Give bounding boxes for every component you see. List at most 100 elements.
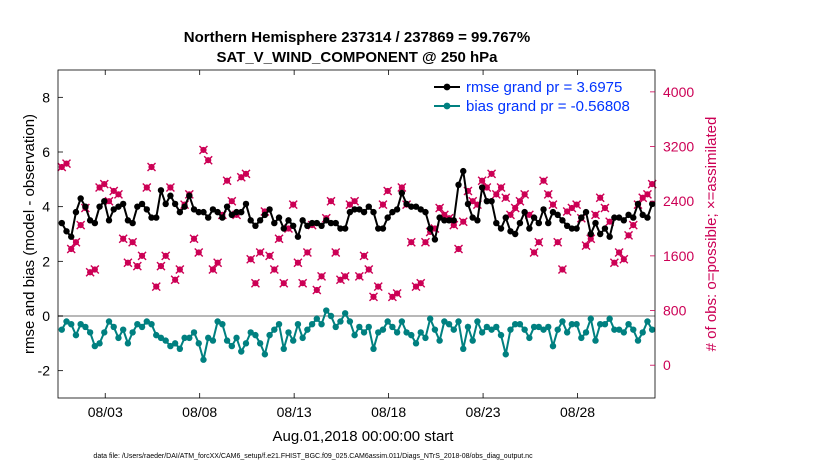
obs-count-marker xyxy=(406,237,416,247)
obs-count-cross xyxy=(222,176,232,186)
series-1-point xyxy=(526,334,533,342)
series-1-point xyxy=(582,329,590,336)
obs-count-marker xyxy=(553,237,563,247)
obs-count-cross xyxy=(515,196,525,206)
series-0-point xyxy=(200,208,207,216)
series-1-point xyxy=(441,318,448,325)
series-1-point xyxy=(167,342,174,350)
series-1-point xyxy=(327,312,335,320)
obs-count-marker xyxy=(175,265,185,275)
series-0-point xyxy=(63,228,70,235)
series-0-point xyxy=(630,214,637,221)
obs-count-cross xyxy=(491,189,501,199)
series-0-point xyxy=(266,206,273,213)
obs-count-marker xyxy=(534,237,544,247)
series-1-point xyxy=(521,326,528,333)
series-0-point xyxy=(148,214,155,221)
y-tick-label: 6 xyxy=(42,144,50,160)
series-0-point xyxy=(228,211,236,219)
obs-count-cross xyxy=(288,200,298,210)
obs-count-marker xyxy=(510,203,520,213)
series-1-point xyxy=(370,345,377,352)
obs-count-marker xyxy=(213,258,223,268)
obs-count-cross xyxy=(624,230,634,240)
series-0-point xyxy=(252,222,259,229)
series-0-point xyxy=(105,217,113,224)
obs-count-marker xyxy=(76,220,86,230)
obs-count-marker xyxy=(515,196,525,206)
series-0-point xyxy=(304,222,311,229)
obs-count-marker xyxy=(62,159,71,169)
series-1-point xyxy=(403,329,410,336)
obs-count-marker xyxy=(255,247,265,257)
obs-count-cross xyxy=(250,278,260,288)
obs-count-cross xyxy=(317,271,327,281)
y2-tick-label: 4000 xyxy=(663,84,694,100)
series-0-point xyxy=(365,203,372,210)
series-0-point xyxy=(540,206,547,213)
y-tick-label: 4 xyxy=(42,199,50,215)
obs-count-cross xyxy=(274,234,284,244)
series-1-point xyxy=(134,321,141,328)
series-1-point xyxy=(110,323,117,331)
obs-count-cross xyxy=(350,196,360,206)
series-1-point xyxy=(351,331,358,339)
series-1-point xyxy=(568,321,576,328)
series-0-point xyxy=(568,225,576,232)
series-1-point xyxy=(285,329,292,336)
obs-count-marker xyxy=(383,186,393,196)
series-1-point xyxy=(502,351,509,358)
obs-count-cross xyxy=(189,234,199,244)
series-0-point xyxy=(521,208,528,216)
series-0-point xyxy=(412,203,420,210)
obs-count-marker xyxy=(529,247,539,257)
series-1-point xyxy=(214,318,221,325)
y-tick-label: 8 xyxy=(42,89,50,105)
y-axis-ticks: -2 0 2 4 6 8 xyxy=(38,89,63,379)
series-0-point xyxy=(549,208,557,216)
series-1-point xyxy=(186,334,193,342)
series-0-point xyxy=(554,211,561,219)
series-1-point xyxy=(360,329,368,336)
series-0-point xyxy=(195,208,202,216)
series-1-point xyxy=(181,334,188,342)
obs-count-marker xyxy=(354,271,364,281)
obs-count-marker xyxy=(128,237,138,247)
series-1-point xyxy=(341,310,349,317)
obs-count-marker xyxy=(420,237,430,247)
series-0-point xyxy=(285,217,292,224)
series-1-point xyxy=(138,323,146,331)
series-1-point xyxy=(412,340,420,347)
series-1-point xyxy=(176,345,184,352)
series-0-point xyxy=(648,200,656,208)
series-0-point xyxy=(101,198,108,205)
series-1-point xyxy=(204,334,212,342)
series-1-point xyxy=(611,326,618,333)
y2-axis-label: # of obs: o=possible; ×=assimilated xyxy=(703,117,720,352)
legend-0-marker xyxy=(443,83,451,91)
obs-count-cross xyxy=(123,258,133,268)
obs-count-cross xyxy=(151,282,161,292)
obs-count-marker xyxy=(373,282,383,292)
obs-count-marker xyxy=(246,254,256,264)
obs-count-marker xyxy=(118,234,128,244)
series-0-point xyxy=(384,214,391,221)
series-1-point xyxy=(290,337,297,344)
obs-count-marker xyxy=(288,200,298,210)
obs-count-marker xyxy=(104,196,114,206)
series-0-point xyxy=(110,206,117,213)
obs-count-marker xyxy=(369,292,378,302)
series-1-point xyxy=(200,356,207,363)
chart-title: Northern Hemisphere 237314 / 237869 = 99… xyxy=(184,29,530,46)
series-0-point xyxy=(318,222,325,229)
obs-count-marker xyxy=(628,220,638,230)
series-0-point xyxy=(134,203,141,210)
y-tick-label: 0 xyxy=(42,308,50,324)
obs-count-cross xyxy=(170,275,180,285)
series-0-point xyxy=(77,195,84,202)
series-0-point xyxy=(403,200,410,208)
series-0-point xyxy=(450,217,457,224)
obs-count-cross xyxy=(548,200,558,210)
series-1-point xyxy=(426,315,434,322)
series-0-point xyxy=(327,219,335,227)
